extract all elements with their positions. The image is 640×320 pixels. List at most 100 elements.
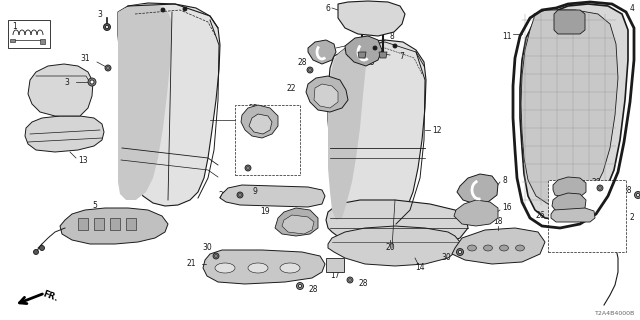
Polygon shape — [328, 40, 426, 228]
Polygon shape — [78, 218, 88, 230]
Text: 28: 28 — [308, 285, 317, 294]
Text: 17: 17 — [330, 271, 340, 281]
Ellipse shape — [106, 26, 109, 28]
Text: 11: 11 — [502, 31, 512, 41]
Text: 20: 20 — [385, 244, 395, 252]
Polygon shape — [249, 114, 272, 134]
Ellipse shape — [393, 44, 397, 48]
Text: 2: 2 — [630, 213, 635, 222]
Bar — [40, 39, 45, 44]
Polygon shape — [275, 208, 318, 236]
Polygon shape — [126, 218, 136, 230]
Text: 28: 28 — [358, 278, 367, 287]
Polygon shape — [454, 200, 498, 226]
Ellipse shape — [307, 67, 313, 73]
Bar — [235, 105, 300, 175]
Polygon shape — [314, 84, 338, 108]
Text: 1: 1 — [12, 21, 17, 30]
Text: 30: 30 — [258, 165, 268, 174]
Text: 22: 22 — [287, 84, 296, 92]
Ellipse shape — [104, 23, 111, 30]
Text: 16: 16 — [502, 204, 511, 212]
Ellipse shape — [90, 80, 94, 84]
Ellipse shape — [309, 69, 311, 71]
Text: 19: 19 — [260, 207, 270, 217]
Polygon shape — [203, 250, 325, 284]
Ellipse shape — [347, 277, 353, 283]
Polygon shape — [552, 193, 586, 213]
Polygon shape — [60, 208, 168, 244]
Polygon shape — [345, 36, 382, 66]
Ellipse shape — [597, 185, 603, 191]
Text: 21: 21 — [186, 260, 196, 268]
Text: 5: 5 — [93, 202, 97, 211]
Text: 8: 8 — [390, 31, 394, 41]
Text: 18: 18 — [493, 218, 503, 227]
Polygon shape — [282, 215, 314, 234]
Text: 3: 3 — [97, 10, 102, 19]
Text: 6: 6 — [325, 4, 330, 12]
Ellipse shape — [296, 283, 303, 290]
Ellipse shape — [183, 7, 187, 11]
Ellipse shape — [247, 167, 249, 169]
Polygon shape — [358, 52, 366, 58]
Text: 27: 27 — [607, 180, 616, 188]
Polygon shape — [220, 185, 325, 207]
Ellipse shape — [456, 249, 463, 255]
Polygon shape — [326, 200, 468, 248]
Text: 30: 30 — [202, 244, 212, 252]
Text: 3: 3 — [65, 77, 69, 86]
Polygon shape — [118, 3, 220, 206]
Ellipse shape — [88, 78, 96, 86]
Text: 14: 14 — [415, 263, 425, 273]
Polygon shape — [553, 177, 586, 198]
Ellipse shape — [239, 194, 241, 196]
Ellipse shape — [213, 253, 219, 259]
Polygon shape — [521, 10, 618, 205]
Text: 29: 29 — [592, 178, 602, 187]
Ellipse shape — [161, 8, 165, 12]
Text: 7: 7 — [399, 52, 404, 60]
Bar — [8, 20, 50, 48]
Polygon shape — [25, 116, 104, 152]
Ellipse shape — [215, 255, 217, 257]
Text: 26: 26 — [536, 211, 545, 220]
Ellipse shape — [298, 284, 301, 287]
Ellipse shape — [215, 263, 235, 273]
Ellipse shape — [237, 192, 243, 198]
Text: 15: 15 — [365, 58, 375, 67]
Polygon shape — [28, 64, 93, 116]
Text: 29: 29 — [592, 196, 602, 204]
Polygon shape — [306, 76, 348, 112]
Text: 24: 24 — [363, 39, 373, 49]
Ellipse shape — [280, 263, 300, 273]
Text: 13: 13 — [78, 156, 88, 164]
Polygon shape — [328, 226, 460, 266]
Ellipse shape — [40, 245, 45, 251]
Text: 10: 10 — [243, 116, 253, 124]
Ellipse shape — [245, 165, 251, 171]
Text: 4: 4 — [630, 4, 635, 12]
Ellipse shape — [105, 65, 111, 71]
Ellipse shape — [349, 279, 351, 281]
Text: 28: 28 — [297, 58, 307, 67]
Text: 23: 23 — [288, 133, 298, 142]
Ellipse shape — [248, 263, 268, 273]
Polygon shape — [328, 42, 368, 220]
Bar — [10, 39, 15, 42]
Polygon shape — [554, 10, 585, 34]
Polygon shape — [452, 228, 545, 264]
Polygon shape — [457, 174, 498, 204]
Polygon shape — [338, 1, 405, 36]
Text: 9: 9 — [253, 188, 257, 196]
Ellipse shape — [107, 67, 109, 69]
Ellipse shape — [599, 187, 601, 189]
Polygon shape — [308, 40, 336, 64]
Text: 12: 12 — [432, 125, 442, 134]
Bar — [548, 180, 626, 252]
Ellipse shape — [483, 245, 493, 251]
Polygon shape — [520, 4, 628, 220]
Ellipse shape — [637, 194, 639, 196]
Text: FR.: FR. — [42, 289, 60, 303]
Bar — [326, 258, 344, 272]
